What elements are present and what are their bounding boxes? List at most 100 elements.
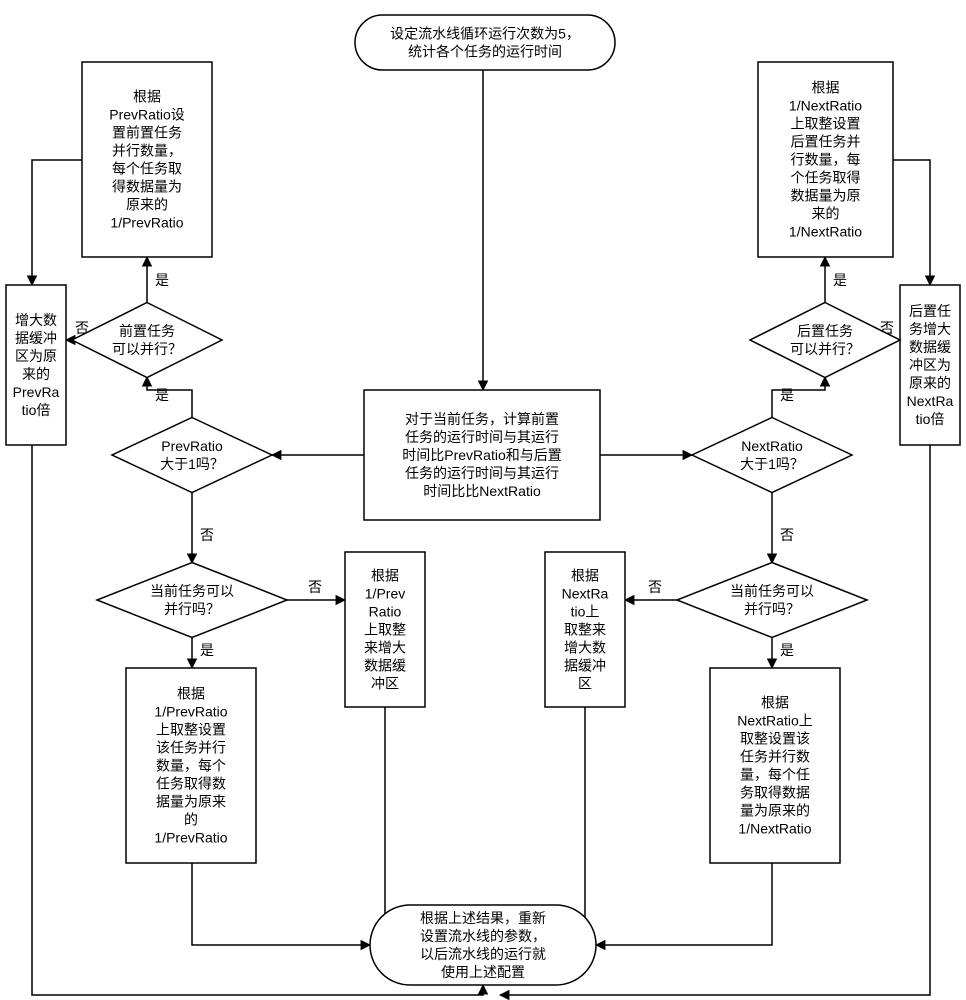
node-text: 设置流水线的参数， <box>420 928 546 944</box>
node-text: 根据 <box>761 695 789 711</box>
edge-label: 是 <box>155 272 169 288</box>
edge <box>596 863 772 945</box>
node-text: 取整设置该 <box>740 731 810 747</box>
node-text: 使用上述配置 <box>441 964 525 980</box>
node-text: 1/NextRatio <box>789 98 862 114</box>
node-text: 来的 <box>22 366 50 382</box>
node-bufL: 根据1/PrevRatio上取整来增大数据缓冲区 <box>345 552 425 707</box>
node-text: 统计各个任务的运行时间 <box>408 44 562 60</box>
node-text: NextRatio上 <box>737 713 812 729</box>
node-text: 大于1吗？ <box>160 456 224 472</box>
node-text: 量，每个任 <box>740 767 810 783</box>
edge-label: 是 <box>780 387 794 403</box>
node-text: tio倍 <box>22 402 51 418</box>
node-text: 时间比PrevRatio和与后置 <box>402 447 561 463</box>
node-end: 根据上述结果，重新设置流水线的参数， 以后流水线的运行就使用上述配置 <box>370 905 596 985</box>
node-text: 该任务并行 <box>156 740 226 756</box>
node-text: 对于当前任务，计算前置 <box>405 411 559 427</box>
node-text: 并行数量， <box>112 143 182 159</box>
node-text: 并行吗？ <box>164 601 220 617</box>
node-text: 原来的 <box>909 375 951 391</box>
node-text: 数据量为原 <box>791 188 861 204</box>
node-text: 1/Prev <box>365 586 405 602</box>
node-text: 数量，每个 <box>156 758 226 774</box>
node-prevBox: 根据PrevRatio设置前置任务并行数量，每个任务取得数据量为原来的1/Pre… <box>82 62 212 257</box>
node-text: PrevRatio <box>161 438 223 454</box>
edge <box>192 863 370 945</box>
node-text: 置前置任务 <box>112 125 182 141</box>
node-text: NextRatio <box>741 438 803 454</box>
node-text: 量为原来的 <box>740 803 810 819</box>
node-text: 后置任 <box>909 303 951 319</box>
edge <box>893 160 930 285</box>
node-text: 据量为原来 <box>156 794 226 810</box>
node-text: 后置任务并 <box>791 134 861 150</box>
node-text: 原来的 <box>126 197 168 213</box>
node-text: 可以并行？ <box>112 341 182 357</box>
node-text: 任务的运行时间与其运行 <box>405 429 559 445</box>
node-taskR: 根据NextRatio上取整设置该任务并行数量，每个任务取得数据量为原来的1/N… <box>710 668 840 863</box>
edge-label: 是 <box>780 642 794 658</box>
node-text: 的 <box>184 812 198 828</box>
node-text: PrevRa <box>13 384 60 400</box>
node-text: 上取整设置 <box>791 116 861 132</box>
node-text: 数据缓 <box>364 658 406 674</box>
node-text: 数据缓 <box>909 339 951 355</box>
node-text: 任务的运行时间与其运行 <box>405 465 559 481</box>
edge-label: 否 <box>308 579 322 595</box>
node-text: 并行吗？ <box>744 601 800 617</box>
node-text: 据缓冲 <box>15 330 57 346</box>
edge-label: 是 <box>155 387 169 403</box>
edge-label: 是 <box>833 272 847 288</box>
node-text: 增大数 <box>564 640 606 656</box>
edge-label: 否 <box>648 579 662 595</box>
node-text: Ratio <box>369 604 402 620</box>
node-curParRD: 当前任务可以并行吗？ <box>677 563 867 638</box>
flowchart-canvas: 是是否是是否否否否否是是设定流水线循环运行次数为5，统计各个任务的运行时间对于当… <box>0 0 966 1000</box>
node-text: 以后流水线的运行就 <box>420 946 546 962</box>
node-text: NextRa <box>562 586 609 602</box>
node-start: 设定流水线循环运行次数为5， 统计各个任务的运行时间 <box>355 15 615 70</box>
node-prevGt1D: PrevRatio 大于1吗？ <box>112 418 272 493</box>
node-nextBox: 根据1/NextRatio上取整设置后置任务并行数量，每个任务取得数据量为原来的… <box>758 62 893 257</box>
node-text: 根据 <box>812 80 840 96</box>
node-text: 行数量，每 <box>791 152 861 168</box>
node-text: 得数据量为 <box>112 179 182 195</box>
node-prevParD: 前置任务可以并行？ <box>72 303 222 378</box>
node-text: 上取整 <box>364 622 406 638</box>
node-text: 1/PrevRatio <box>110 215 183 231</box>
node-nextGt1D: NextRatio 大于1吗？ <box>692 418 852 493</box>
node-text: 1/PrevRatio <box>154 830 227 846</box>
node-text: 根据 <box>371 568 399 584</box>
node-text: tio上 <box>571 604 600 620</box>
node-text: tio倍 <box>916 411 945 427</box>
node-text: 1/PrevRatio <box>154 704 227 720</box>
node-prevBufBox: 增大数据缓冲区为原来的PrevRatio倍 <box>6 285 66 445</box>
node-text: 区为原 <box>15 348 57 364</box>
edge-label: 是 <box>200 642 214 658</box>
node-text: 大于1吗？ <box>740 456 804 472</box>
node-text: 务增大 <box>909 321 951 337</box>
node-centerCalc: 对于当前任务，计算前置任务的运行时间与其运行时间比PrevRatio和与后置任务… <box>364 390 600 520</box>
edge <box>32 160 82 285</box>
node-text: 上取整设置 <box>156 722 226 738</box>
node-text: 根据 <box>177 686 205 702</box>
node-text: 可以并行？ <box>790 341 860 357</box>
node-text: 1/NextRatio <box>738 821 811 837</box>
node-nextParD: 后置任务可以并行？ <box>750 303 900 378</box>
node-text: 后置任务 <box>797 323 853 339</box>
node-text: PrevRatio设 <box>109 107 184 123</box>
node-text: 取整来 <box>564 622 606 638</box>
node-text: 区 <box>578 676 592 692</box>
node-text: 前置任务 <box>119 323 175 339</box>
node-text: NextRa <box>907 393 954 409</box>
node-bufR: 根据NextRatio上取整来增大数据缓冲区 <box>545 552 625 707</box>
node-text: 务取得数据 <box>740 785 810 801</box>
node-nextBufBox: 后置任务增大数据缓冲区为原来的NextRatio倍 <box>900 285 960 445</box>
node-text: 根据上述结果，重新 <box>420 910 546 926</box>
node-text: 时间比比NextRatio <box>423 483 541 499</box>
node-text: 设定流水线循环运行次数为5， <box>390 26 580 42</box>
node-text: 来增大 <box>364 640 406 656</box>
node-text: 当前任务可以 <box>150 583 234 599</box>
node-taskL: 根据1/PrevRatio上取整设置该任务并行数量，每个任务取得数据量为原来的1… <box>126 668 256 863</box>
